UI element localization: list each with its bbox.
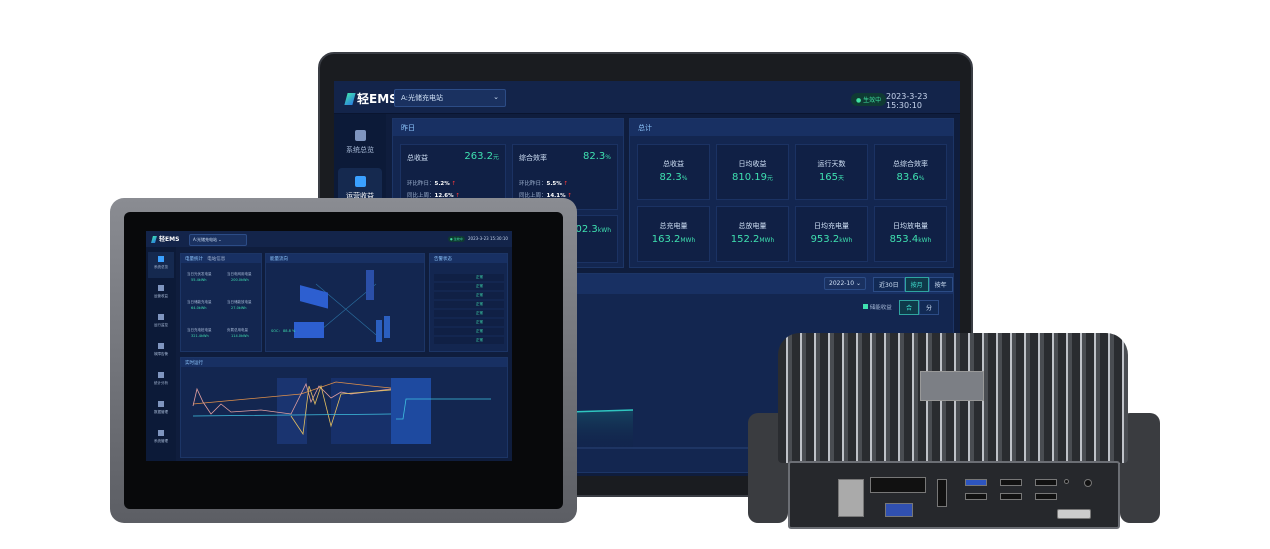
- energy-flow-diagram: SOC： 88.8 %: [271, 270, 390, 342]
- power-tower-icon: [366, 270, 374, 300]
- terminal-block: [870, 477, 926, 493]
- station-select[interactable]: A:光储充电站 ⌄: [189, 234, 247, 246]
- nav-icon: [158, 256, 164, 262]
- total-metric-card: 日均充电量 953.2kWh: [795, 206, 868, 262]
- legend-item: 储能收益: [863, 303, 892, 311]
- realtime-chart: [192, 378, 491, 444]
- soc-readout: SOC： 88.8 %: [271, 329, 296, 333]
- last-30-days-button[interactable]: 近30日: [873, 277, 905, 292]
- sidebar-item[interactable]: 运行监控: [148, 310, 174, 336]
- logo-icon: [344, 93, 356, 105]
- alarm-row: 正常: [434, 319, 504, 326]
- arrow-up-icon: ↑: [451, 181, 457, 187]
- tablet-screen: 轻EMS A:光储充电站 ⌄ ● 生效中 2023-3-23 15:30:10 …: [146, 231, 512, 461]
- tablet-device: 轻EMS A:光储充电站 ⌄ ● 生效中 2023-3-23 15:30:10 …: [110, 198, 577, 523]
- arrow-up-icon: ↑: [567, 193, 572, 199]
- combined-button[interactable]: 合: [899, 300, 919, 315]
- total-metric-card: 总综合效率 83.6%: [874, 144, 947, 200]
- nav-icon: [158, 372, 164, 378]
- datetime: 2023-3-23 15:30:10: [468, 236, 508, 241]
- power-button: [1057, 509, 1091, 519]
- sidebar-item[interactable]: 数据管理: [148, 397, 174, 423]
- edge-controller-box: [748, 333, 1160, 529]
- split-button[interactable]: 分: [919, 300, 939, 315]
- alarm-panel: 告警状态 正常 正常 正常 正常 正常 正常 正常 正常: [429, 253, 508, 352]
- sidebar-item[interactable]: 系统总览: [148, 252, 174, 278]
- alarm-row: 正常: [434, 337, 504, 344]
- vga-port: [885, 503, 913, 517]
- battery-storage-icon: [294, 322, 324, 338]
- datetime: 2023-3-23 15:30:10: [886, 92, 928, 110]
- arrow-up-icon: ↑: [563, 181, 569, 187]
- charger-icon: [376, 320, 382, 342]
- metric-card: 综合效率 82.3% 环比昨日：5.5% ↑ 同比上周：14.1% ↑: [512, 144, 618, 210]
- alarm-row: 正常: [434, 274, 504, 281]
- usb-port: [1035, 493, 1057, 500]
- nav-icon: [158, 401, 164, 407]
- alarm-row: 正常: [434, 328, 504, 335]
- energy-stats-panel: 电量统计 电站信息 当日光伏发电量 55.4kWh 当日电网用电量 200.0kWh 当…: [180, 253, 262, 352]
- series-line: [192, 382, 392, 415]
- alarm-row: 正常: [434, 310, 504, 317]
- usb3-port: [965, 479, 987, 486]
- status-badge: ● 生效中: [851, 93, 887, 106]
- solar-panel-icon: [300, 285, 328, 309]
- usb-port: [1000, 493, 1022, 500]
- audio-jack: [1084, 479, 1092, 487]
- by-month-button[interactable]: 按月: [904, 277, 929, 292]
- total-metric-card: 总充电量 163.2MWh: [637, 206, 710, 262]
- total-metric-card: 总收益 82.3%: [637, 144, 710, 200]
- sidebar-item[interactable]: 故障告警: [148, 339, 174, 365]
- hdmi-port: [937, 479, 947, 507]
- money-bag-icon: [354, 176, 366, 187]
- nav-icon: [158, 314, 164, 320]
- logo-icon: [151, 236, 157, 243]
- io-panel: [788, 461, 1120, 529]
- total-panel: 总计 总收益 82.3% 日均收益 810.19元 运行天数 165天 总综合效…: [629, 118, 954, 268]
- total-metric-card: 日均收益 810.19元: [716, 144, 789, 200]
- energy-flow-panel: 能量流向 SOC： 88.8 %: [265, 253, 425, 352]
- series-line: [192, 381, 392, 405]
- by-year-button[interactable]: 按年: [928, 277, 953, 292]
- sidebar-item[interactable]: 运营收益: [148, 281, 174, 307]
- header: 轻EMS A:光储充电站 ⌄ ● 生效中 2023-3-23 15:30:10: [334, 81, 960, 114]
- brand-logo-plate: [920, 371, 984, 401]
- nav-icon: [158, 285, 164, 291]
- usb-port: [1035, 479, 1057, 486]
- alarm-row: 正常: [434, 283, 504, 290]
- total-metric-card: 运行天数 165天: [795, 144, 868, 200]
- sidebar-item-overview[interactable]: 系统总览: [338, 122, 382, 166]
- sidebar-item[interactable]: 系统管理: [148, 426, 174, 452]
- station-select[interactable]: A:光储充电站 ⌄: [394, 89, 506, 107]
- alarm-row: 正常: [434, 301, 504, 308]
- status-badge: ● 生效中: [448, 236, 465, 242]
- arrow-up-icon: ↑: [455, 193, 460, 199]
- sidebar-item[interactable]: 统计分析: [148, 368, 174, 394]
- led-indicator: [1064, 479, 1069, 484]
- alarm-row: 正常: [434, 292, 504, 299]
- series-line: [290, 384, 392, 436]
- logo: 轻EMS: [344, 90, 398, 107]
- month-select[interactable]: 2022-10 ⌄: [824, 277, 866, 290]
- chevron-down-icon: ⌄: [493, 93, 499, 101]
- nav-icon: [158, 343, 164, 349]
- ethernet-port: [838, 479, 864, 517]
- total-metric-card: 总放电量 152.2MWh: [716, 206, 789, 262]
- usb-port: [1000, 479, 1022, 486]
- nav-icon: [158, 430, 164, 436]
- sidebar: 系统总览运营收益运行监控故障告警统计分析数据管理系统管理: [146, 247, 176, 461]
- total-metric-card: 日均放电量 853.4kWh: [874, 206, 947, 262]
- range-buttons: 近30日 按月 按年: [873, 277, 953, 292]
- usb-port: [965, 493, 987, 500]
- logo: 轻EMS: [151, 234, 179, 243]
- grid-icon: [354, 130, 366, 141]
- series-line: [192, 398, 491, 420]
- realtime-panel: 实时运行: [180, 357, 508, 458]
